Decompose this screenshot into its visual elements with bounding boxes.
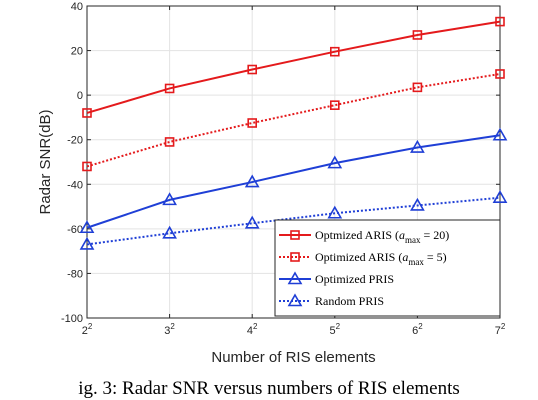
legend-label: Optmized ARIS (amax = 20) — [315, 228, 449, 245]
figure-caption: ig. 3: Radar SNR versus numbers of RIS e… — [78, 378, 460, 399]
x-tick-label: 52 — [330, 322, 341, 337]
data-point — [410, 197, 425, 211]
y-tick-label: 20 — [71, 46, 83, 58]
legend-item: Random PRIS — [279, 293, 384, 308]
data-point — [492, 127, 508, 141]
y-tick-label: -60 — [67, 224, 83, 236]
series-3 — [79, 127, 508, 234]
series-layer — [79, 16, 508, 250]
series-2 — [82, 69, 505, 172]
data-point — [79, 220, 95, 234]
data-point — [495, 69, 505, 79]
data-point — [327, 205, 343, 219]
series-line — [86, 20, 501, 114]
legend-label: Optimized ARIS (amax = 5) — [315, 250, 447, 267]
data-point — [412, 82, 423, 93]
legend-marker — [287, 293, 303, 307]
y-tick-label: -80 — [67, 268, 83, 280]
data-point — [82, 161, 92, 172]
data-point — [412, 30, 423, 40]
data-point — [327, 155, 343, 169]
series-line — [86, 134, 501, 229]
axes: -100 -80 -60 -40 -20 0 20 40 22 32 42 52 62 72 Number … — [37, 1, 506, 366]
data-point — [492, 190, 508, 203]
y-tick-label: -20 — [67, 135, 83, 147]
data-point — [247, 118, 257, 128]
legend-marker — [287, 271, 303, 285]
x-tick-label: 22 — [82, 322, 93, 337]
series-4 — [79, 190, 508, 250]
y-tick-label: 0 — [77, 90, 83, 102]
series-line — [86, 72, 501, 168]
data-point — [82, 108, 92, 118]
data-point — [247, 64, 257, 75]
y-tick-label: 40 — [71, 1, 83, 13]
series-line — [86, 196, 501, 246]
data-point — [410, 139, 425, 153]
x-tick-label: 72 — [495, 322, 506, 337]
legend-marker — [290, 252, 300, 262]
data-point — [79, 236, 95, 250]
legend-item: Optmized ARIS (amax = 20) — [279, 228, 449, 245]
legend-label: Optimized PRIS — [315, 272, 394, 286]
y-axis-label: Radar SNR(dB) — [37, 109, 54, 214]
x-axis-label: Number of RIS elements — [211, 349, 375, 366]
legend-box — [274, 219, 501, 317]
series-1 — [82, 16, 505, 118]
x-tick-label: 62 — [412, 322, 423, 337]
legend-item: Optimized PRIS — [279, 271, 394, 286]
data-point — [164, 137, 175, 147]
legend-marker — [290, 230, 300, 240]
data-point — [244, 174, 260, 188]
data-point — [162, 225, 177, 239]
data-point — [329, 100, 340, 110]
y-tick-label: -40 — [67, 179, 83, 191]
data-point — [329, 46, 340, 57]
data-point — [164, 83, 175, 94]
data-point — [244, 215, 260, 229]
data-point — [495, 16, 505, 27]
data-point — [162, 192, 177, 206]
legend: Optmized ARIS (amax = 20) Optimized ARIS … — [274, 219, 501, 317]
y-tick-label: -100 — [61, 313, 83, 325]
x-tick-label: 42 — [247, 322, 258, 337]
legend-item: Optimized ARIS (amax = 5) — [279, 250, 447, 267]
x-tick-label: 32 — [164, 322, 175, 337]
legend-label: Random PRIS — [315, 294, 384, 308]
